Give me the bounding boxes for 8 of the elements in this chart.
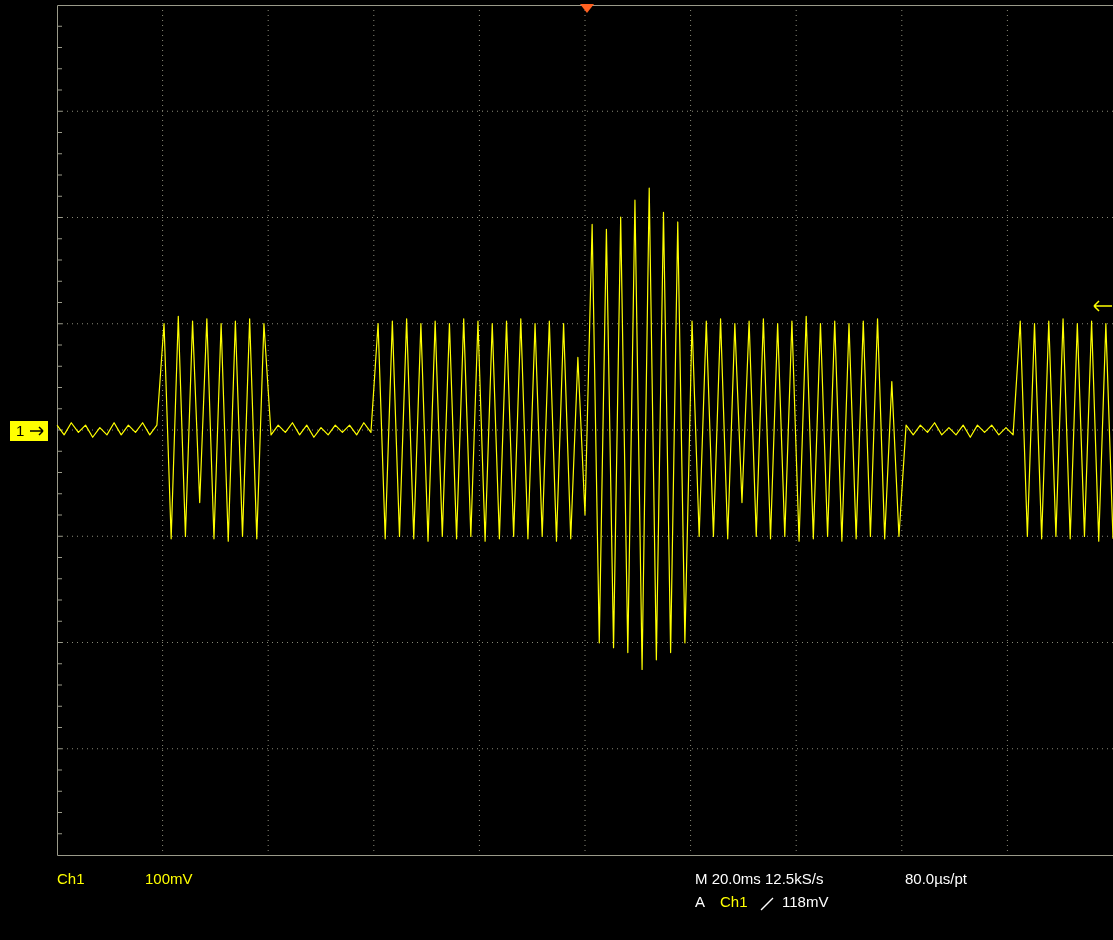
text: 80.0µs/pt [905,870,968,888]
text: M 20.0ms 12.5kS/s [695,870,824,888]
text: A [695,893,706,911]
text: Ch1 [720,893,748,911]
text: 118mV [782,893,829,911]
text: 100mV [145,870,193,888]
text: Ch1 [57,870,85,888]
channel-marker: 1 [10,421,48,441]
